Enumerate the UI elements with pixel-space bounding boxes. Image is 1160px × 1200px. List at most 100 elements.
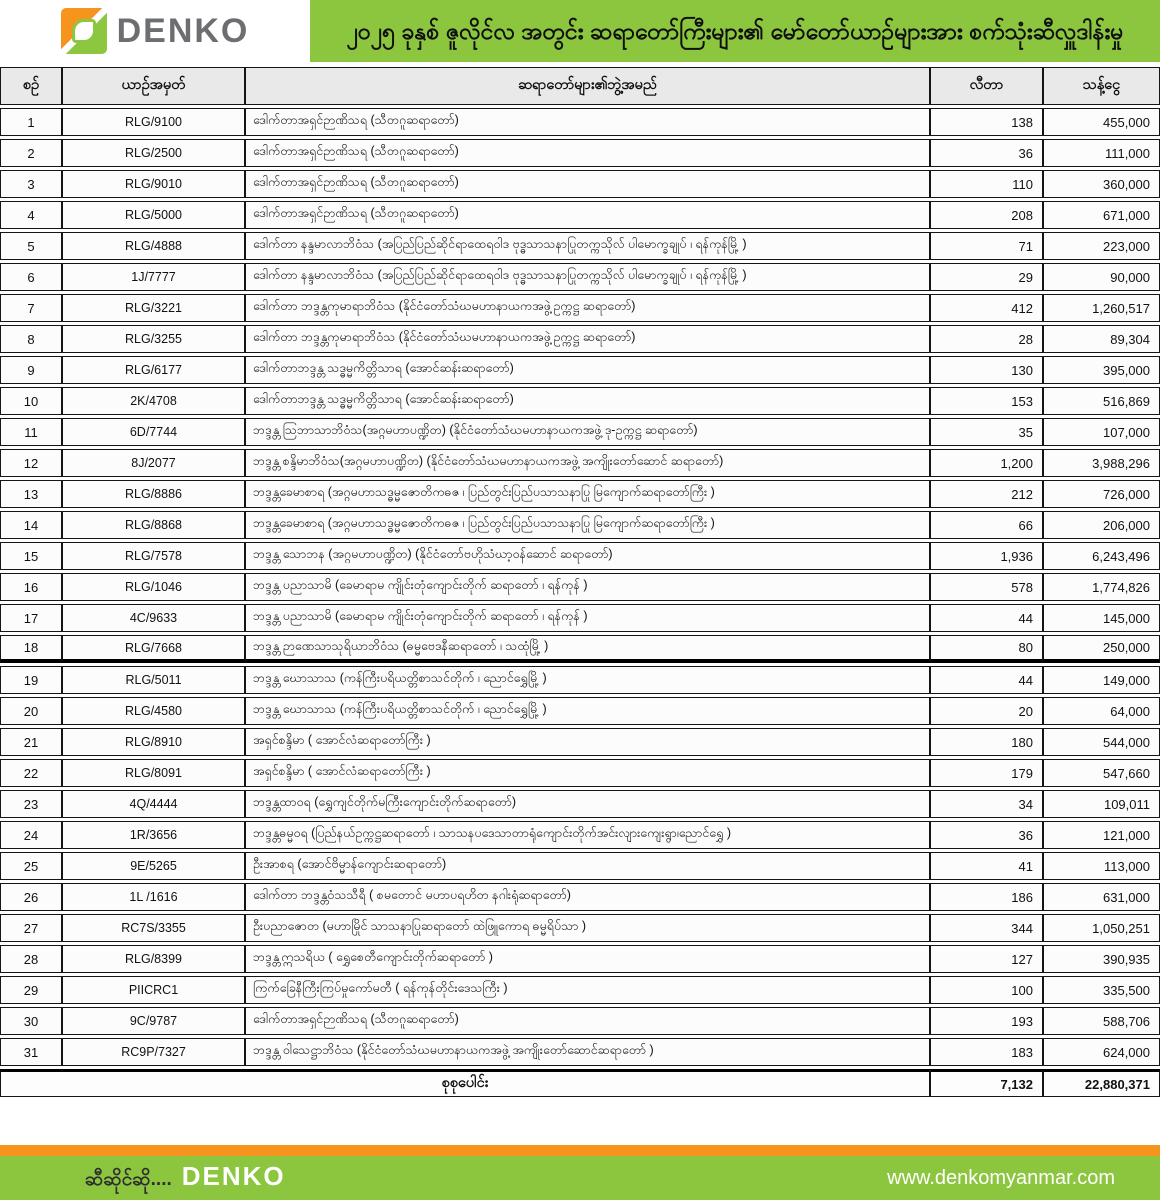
cell-no: 26: [0, 883, 62, 911]
footer-banner: ဆီဆိုင်ဆို.... DENKO www.denkomyanmar.co…: [0, 1156, 1160, 1200]
cell-no: 16: [0, 573, 62, 601]
cell-no: 11: [0, 418, 62, 446]
cell-liters: 44: [930, 666, 1043, 694]
cell-amount: 149,000: [1043, 666, 1160, 694]
cell-name: ဒေါက်တာ ဘဒ္ဒန္တကုမာရာဘိဝံသ (နိုင်ငံတော်သ…: [245, 325, 930, 353]
cell-plate: PIICRC1: [62, 976, 245, 1004]
cell-amount: 111,000: [1043, 139, 1160, 167]
cell-liters: 28: [930, 325, 1043, 353]
cell-no: 17: [0, 604, 62, 632]
cell-liters: 36: [930, 821, 1043, 849]
cell-name: ဒေါက်တာ ဘဒ္ဒန္တကုမာရာဘိဝံသ (နိုင်ငံတော်သ…: [245, 294, 930, 322]
cell-plate: 4C/9633: [62, 604, 245, 632]
cell-name: ဦးပညာဇောတ (မဟာမြိုင် သာသနာပြုဆရာတော် ထဲဖ…: [245, 914, 930, 942]
cell-name: ဘဒ္ဒန္တ ပညာသာမိ (ခေမာရာမ ကျိုင်းတုံကျောင…: [245, 573, 930, 601]
cell-name: ဒေါက်တာအရှင်ဉာဏိသရ (သီတဂူဆရာတော်): [245, 108, 930, 136]
cell-no: 9: [0, 356, 62, 384]
cell-amount: 113,000: [1043, 852, 1160, 880]
cell-plate: RLG/3255: [62, 325, 245, 353]
cell-plate: 4Q/4444: [62, 790, 245, 818]
table-header-row: စဉ် ယာဉ်အမှတ် ဆရာတော်များ၏ဘွဲ့အမည် လီတာ …: [0, 67, 1160, 105]
cell-amount: 1,774,826: [1043, 573, 1160, 601]
cell-plate: RLG/9010: [62, 170, 245, 198]
cell-amount: 390,935: [1043, 945, 1160, 973]
cell-plate: RLG/1046: [62, 573, 245, 601]
cell-no: 25: [0, 852, 62, 880]
table-row: 2 RLG/2500 ဒေါက်တာအရှင်ဉာဏိသရ (သီတဂူဆရာတော…: [0, 139, 1160, 167]
cell-plate: RLG/4580: [62, 697, 245, 725]
cell-plate: RLG/7668: [62, 635, 245, 663]
cell-name: ဒေါက်တာဘဒ္ဒန္တ သဒ္ဓမ္မကိတ္တိသာရ (အောင်ဆန…: [245, 356, 930, 384]
cell-liters: 193: [930, 1007, 1043, 1035]
denko-wordmark: DENKO: [116, 11, 250, 50]
cell-plate: RLG/8910: [62, 728, 245, 756]
cell-plate: RC9P/7327: [62, 1038, 245, 1066]
cell-liters: 212: [930, 480, 1043, 508]
cell-liters: 36: [930, 139, 1043, 167]
cell-plate: 6D/7744: [62, 418, 245, 446]
cell-amount: 1,050,251: [1043, 914, 1160, 942]
orange-divider: [0, 1145, 1160, 1156]
cell-plate: 9C/9787: [62, 1007, 245, 1035]
cell-plate: RLG/8886: [62, 480, 245, 508]
table-row: 4 RLG/5000 ဒေါက်တာအရှင်ဉာဏိသရ (သီတဂူဆရာတော…: [0, 201, 1160, 229]
cell-plate: RLG/8399: [62, 945, 245, 973]
cell-liters: 183: [930, 1038, 1043, 1066]
cell-no: 5: [0, 232, 62, 260]
cell-no: 29: [0, 976, 62, 1004]
total-amount: 22,880,371: [1043, 1069, 1160, 1097]
cell-amount: 455,000: [1043, 108, 1160, 136]
cell-name: ဘဒ္ဒန္တ ဉာဏေသာသုရိယာဘိဝံသ (ဓမ္မဗေဒနီဆရာတ…: [245, 635, 930, 663]
column-header-no: စဉ်: [0, 67, 62, 105]
leaf-icon: [71, 19, 96, 43]
total-label: စုစုပေါင်း: [0, 1069, 930, 1097]
cell-amount: 89,304: [1043, 325, 1160, 353]
cell-amount: 360,000: [1043, 170, 1160, 198]
cell-amount: 544,000: [1043, 728, 1160, 756]
cell-name: ဒေါက်တာအရှင်ဉာဏိသရ (သီတဂူဆရာတော်): [245, 139, 930, 167]
cell-plate: 8J/2077: [62, 449, 245, 477]
column-header-amount: သန့်ငွေ: [1043, 67, 1160, 105]
cell-name: ဘဒ္ဒန္တဓမ္မဝရ (ပြည်နယ်ဥက္ကဋ္ဌဆရာတော် ၊ သ…: [245, 821, 930, 849]
cell-amount: 335,500: [1043, 976, 1160, 1004]
table-row: 25 9E/5265 ဦးအာစရ (အောင်ဗိမ္မာန်ကျောင်းဆရာ…: [0, 852, 1160, 880]
website-url: www.denkomyanmar.com: [887, 1166, 1115, 1189]
cell-plate: 1R/3656: [62, 821, 245, 849]
table-row: 15 RLG/7578 ဘဒ္ဒန္တ သောဘန (အဂ္ဂမဟာပဏ္ဍိတ) …: [0, 542, 1160, 570]
footer-tagline: ဆီဆိုင်ဆို....: [85, 1169, 172, 1190]
cell-amount: 145,000: [1043, 604, 1160, 632]
table-row: 13 RLG/8886 ဘဒ္ဒန္တခေမာစာရ (အဂ္ဂမဟာသဒ္ဓမ္မ…: [0, 480, 1160, 508]
cell-plate: RLG/7578: [62, 542, 245, 570]
cell-amount: 6,243,496: [1043, 542, 1160, 570]
table-row: 21 RLG/8910 အရှင်စန္ဒိမာ ( အောင်လံဆရာတော်က…: [0, 728, 1160, 756]
title-banner: ၂၀၂၅ ခုနှစ် ဇူလိုင်လ အတွင်း ဆရာတော်ကြီးမ…: [310, 0, 1160, 62]
table-row: 30 9C/9787 ဒေါက်တာအရှင်ဉာဏိသရ (သီတဂူဆရာတော…: [0, 1007, 1160, 1035]
table-row: 6 1J/7777 ဒေါက်တာ နန္ဒမာလာဘိဝံသ (အပြည်ပြည်…: [0, 263, 1160, 291]
cell-amount: 223,000: [1043, 232, 1160, 260]
cell-no: 7: [0, 294, 62, 322]
cell-name: ဒေါက်တာ ဘဒ္ဒန္တဝံသသီရီ ( စမတောင် မဟာပရဟိ…: [245, 883, 930, 911]
cell-name: ဦးအာစရ (အောင်ဗိမ္မာန်ကျောင်းဆရာတော်): [245, 852, 930, 880]
cell-name: ဘဒ္ဒန္တခေမာစာရ (အဂ္ဂမဟာသဒ္ဓမ္မဇောတိကဓဇ ၊…: [245, 480, 930, 508]
table-row: 12 8J/2077 ဘဒ္ဒန္တ စန္ဒိမာဘိဝံသ(အဂ္ဂမဟာပဏ္…: [0, 449, 1160, 477]
table-row: 20 RLG/4580 ဘဒ္ဒန္တ ဃောသာသ (ကန်ကြီးပရိယတ္တ…: [0, 697, 1160, 725]
table-row: 27 RC7S/3355 ဦးပညာဇောတ (မဟာမြိုင် သာသနာပြု…: [0, 914, 1160, 942]
cell-liters: 153: [930, 387, 1043, 415]
cell-plate: 2K/4708: [62, 387, 245, 415]
cell-plate: RLG/3221: [62, 294, 245, 322]
cell-no: 10: [0, 387, 62, 415]
column-header-liters: လီတာ: [930, 67, 1043, 105]
table-row: 1 RLG/9100 ဒေါက်တာအရှင်ဉာဏိသရ (သီတဂူဆရာတော…: [0, 108, 1160, 136]
cell-name: ဒေါက်တာ နန္ဒမာလာဘိဝံသ (အပြည်ပြည်ဆိုင်ရာထ…: [245, 263, 930, 291]
page-title: ၂၀၂၅ ခုနှစ် ဇူလိုင်လ အတွင်း ဆရာတော်ကြီးမ…: [346, 17, 1124, 44]
cell-no: 24: [0, 821, 62, 849]
table-row: 5 RLG/4888 ဒေါက်တာ နန္ဒမာလာဘိဝံသ (အပြည်ပြည…: [0, 232, 1160, 260]
cell-name: ဘဒ္ဒန္တ ဩဘာသာဘိဝံသ(အဂ္ဂမဟာပဏ္ဍိတ) (နိုင်…: [245, 418, 930, 446]
table-row: 9 RLG/6177 ဒေါက်တာဘဒ္ဒန္တ သဒ္ဓမ္မကိတ္တိသာရ…: [0, 356, 1160, 384]
table-row: 17 4C/9633 ဘဒ္ဒန္တ ပညာသာမိ (ခေမာရာမ ကျိုင်…: [0, 604, 1160, 632]
cell-plate: RLG/5000: [62, 201, 245, 229]
cell-liters: 71: [930, 232, 1043, 260]
cell-no: 2: [0, 139, 62, 167]
donation-table: စဉ် ယာဉ်အမှတ် ဆရာတော်များ၏ဘွဲ့အမည် လီတာ …: [0, 64, 1160, 1100]
cell-amount: 107,000: [1043, 418, 1160, 446]
